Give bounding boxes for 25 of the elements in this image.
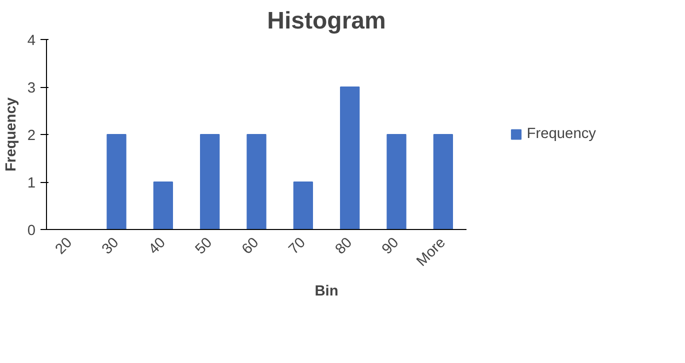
x-tick-label: 90 — [379, 234, 402, 258]
y-tick-label: 0 — [27, 223, 36, 239]
bar — [200, 134, 220, 230]
y-tick-label: 4 — [27, 33, 36, 49]
y-tick-label: 1 — [27, 176, 36, 192]
y-tick-label: 2 — [27, 128, 36, 144]
bar — [293, 182, 313, 230]
bar — [340, 86, 360, 230]
x-tick-label: 20 — [52, 234, 76, 258]
bar — [153, 182, 173, 230]
chart-title: Histogram — [267, 8, 386, 34]
y-tick-label: 3 — [27, 80, 36, 96]
x-tick-label: 80 — [332, 234, 356, 258]
x-tick-label: 60 — [239, 234, 262, 258]
x-tick-label: 70 — [286, 234, 309, 258]
bar — [246, 134, 266, 230]
x-tick-label: 50 — [192, 234, 216, 258]
x-axis-title: Bin — [314, 283, 338, 300]
x-tick-label: 30 — [99, 234, 122, 258]
bar — [386, 134, 406, 230]
x-tick-label: 40 — [146, 234, 169, 258]
bar — [106, 134, 126, 230]
legend-label: Frequency — [526, 126, 596, 142]
y-axis-title: Frequency — [3, 96, 20, 172]
bar — [433, 134, 453, 230]
